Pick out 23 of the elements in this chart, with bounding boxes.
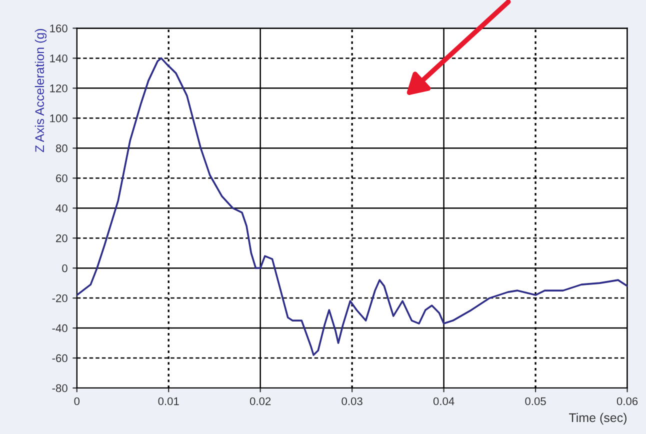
x-tick-label: 0.02 [250, 397, 271, 406]
x-tick-label: 0.04 [433, 397, 454, 406]
y-tick-label: 120 [50, 84, 68, 92]
y-tick-label: 100 [50, 114, 68, 122]
x-tick-label: 0.05 [525, 397, 546, 406]
y-tick-label: -20 [52, 294, 68, 302]
y-tick-label: 80 [56, 144, 68, 152]
y-tick-label: 40 [56, 204, 68, 212]
y-tick-label: -40 [52, 324, 68, 332]
y-tick-label: -60 [52, 354, 68, 362]
y-axis-title: Z Axis Acceleration (g) [34, 28, 47, 152]
y-tick-label: -80 [52, 384, 68, 392]
y-tick-label: 160 [50, 24, 68, 32]
x-axis-title: Time (sec) [568, 412, 626, 425]
line-series [76, 57, 628, 356]
y-tick-label: 140 [50, 54, 68, 62]
y-tick-label: 60 [56, 174, 68, 182]
x-tick-label: 0.03 [342, 397, 362, 406]
x-tick-label: 0.06 [616, 397, 638, 406]
x-tick-label: 0.01 [158, 397, 179, 406]
y-tick-label: 20 [56, 234, 68, 242]
x-tick-label: 0 [74, 397, 80, 406]
y-tick-label: 0 [62, 264, 68, 272]
